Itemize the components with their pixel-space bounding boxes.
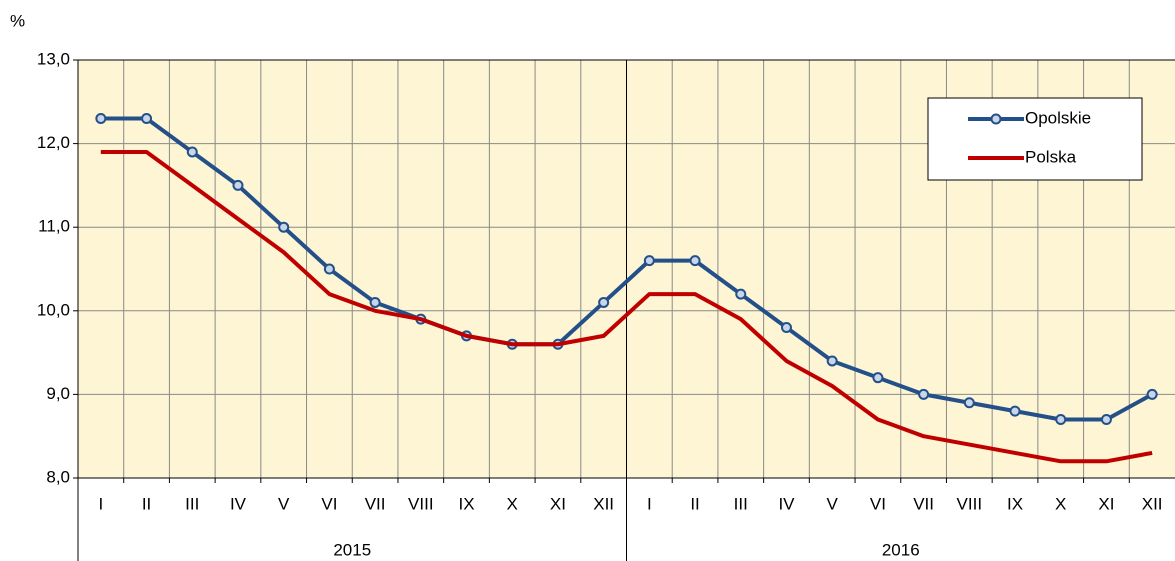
point-marker bbox=[1100, 413, 1112, 425]
point-marker bbox=[780, 322, 792, 334]
x-tick-label: IX bbox=[458, 494, 474, 513]
x-tick-label: I bbox=[647, 494, 652, 513]
point-marker bbox=[689, 255, 701, 267]
x-tick-label: V bbox=[827, 494, 839, 513]
x-tick-label: VI bbox=[321, 494, 337, 513]
x-tick-label: X bbox=[507, 494, 518, 513]
point-marker bbox=[369, 296, 381, 308]
legend-box bbox=[927, 97, 1143, 181]
x-tick-label: VII bbox=[913, 494, 934, 513]
legend-marker bbox=[990, 113, 1002, 125]
point-marker bbox=[186, 146, 198, 158]
x-tick-label: III bbox=[734, 494, 748, 513]
x-tick-label: IV bbox=[778, 494, 795, 513]
point-marker bbox=[918, 388, 930, 400]
x-tick-label: IV bbox=[230, 494, 247, 513]
point-marker bbox=[232, 179, 244, 191]
y-tick-label: 11,0 bbox=[38, 217, 70, 236]
point-marker bbox=[735, 288, 747, 300]
point-marker bbox=[1055, 413, 1067, 425]
point-marker bbox=[643, 255, 655, 267]
group-label: 2015 bbox=[333, 540, 371, 559]
point-marker bbox=[95, 113, 107, 125]
y-axis-label: % bbox=[10, 11, 25, 30]
point-marker bbox=[323, 263, 335, 275]
group-label: 2016 bbox=[882, 540, 920, 559]
x-tick-label: XII bbox=[1142, 494, 1163, 513]
point-marker bbox=[278, 221, 290, 233]
x-tick-label: VIII bbox=[408, 494, 434, 513]
y-tick-label: 13,0 bbox=[37, 49, 70, 68]
y-tick-label: 10,0 bbox=[37, 300, 70, 319]
point-marker bbox=[1009, 405, 1021, 417]
x-tick-label: VII bbox=[365, 494, 386, 513]
x-tick-label: III bbox=[185, 494, 199, 513]
x-tick-label: VIII bbox=[957, 494, 983, 513]
point-marker bbox=[598, 296, 610, 308]
x-tick-label: V bbox=[278, 494, 290, 513]
legend-label: Opolskie bbox=[1025, 108, 1091, 127]
y-tick-label: 12,0 bbox=[37, 133, 70, 152]
point-marker bbox=[141, 113, 153, 125]
x-tick-label: X bbox=[1055, 494, 1066, 513]
point-marker bbox=[826, 355, 838, 367]
legend-label: Polska bbox=[1025, 147, 1077, 166]
point-marker bbox=[963, 397, 975, 409]
point-marker bbox=[1146, 388, 1158, 400]
x-tick-label: XI bbox=[550, 494, 566, 513]
y-tick-label: 9,0 bbox=[46, 384, 70, 403]
x-tick-label: II bbox=[690, 494, 699, 513]
x-tick-label: XI bbox=[1098, 494, 1114, 513]
x-tick-label: VI bbox=[870, 494, 886, 513]
x-tick-label: XII bbox=[593, 494, 614, 513]
x-tick-label: II bbox=[142, 494, 151, 513]
series-line bbox=[100, 149, 1153, 464]
y-tick-label: 8,0 bbox=[46, 467, 70, 486]
x-tick-label: IX bbox=[1007, 494, 1023, 513]
point-marker bbox=[872, 372, 884, 384]
x-tick-label: I bbox=[98, 494, 103, 513]
series-line bbox=[100, 116, 1154, 422]
